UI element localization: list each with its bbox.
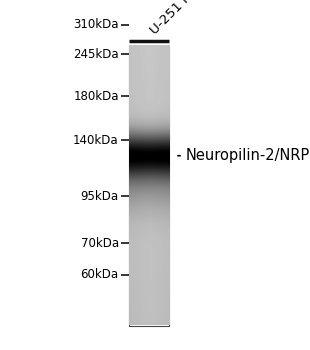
Text: Neuropilin-2/NRP2: Neuropilin-2/NRP2 — [186, 148, 310, 163]
Text: 70kDa: 70kDa — [81, 237, 119, 250]
Bar — [129, 46, 169, 326]
Text: 95kDa: 95kDa — [81, 189, 119, 203]
Text: 245kDa: 245kDa — [73, 48, 119, 61]
Text: 180kDa: 180kDa — [73, 90, 119, 103]
Text: 310kDa: 310kDa — [73, 18, 119, 31]
Text: 60kDa: 60kDa — [81, 268, 119, 281]
Text: 140kDa: 140kDa — [73, 133, 119, 147]
Text: U-251 MG: U-251 MG — [148, 0, 204, 37]
